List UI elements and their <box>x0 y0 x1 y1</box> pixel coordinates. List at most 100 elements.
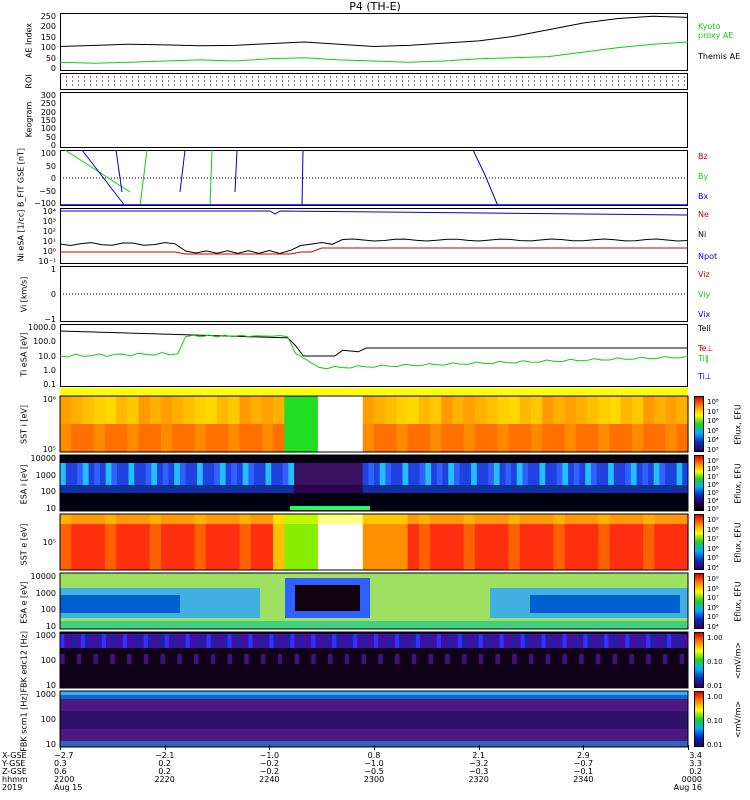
sst-i-cell <box>362 396 375 424</box>
sst-i-cell <box>127 396 140 424</box>
fbk-edc-cell <box>164 634 170 648</box>
esa-i-cell <box>630 485 638 493</box>
colorbar-label: <mV/m> <box>733 700 743 739</box>
fbk-edc-cell <box>298 634 304 648</box>
ytick-label: 100 <box>40 149 56 158</box>
esa-i-cell <box>545 485 552 493</box>
esa-i-cell <box>128 485 135 493</box>
esa-i-cell <box>94 485 101 493</box>
esa-i-cell <box>568 485 575 493</box>
esa-i-cell <box>402 463 409 485</box>
esa-i-low-band <box>290 506 370 510</box>
sst-i-cell <box>138 424 151 452</box>
sst-i-cell <box>250 396 263 424</box>
fbk-edc-cell <box>311 634 316 648</box>
esa-i-cell <box>550 463 558 485</box>
colorbar-label: Eflux, EFU <box>733 581 743 622</box>
sst-i-cell <box>452 396 465 424</box>
xaxis-tick-label: 2300 <box>363 775 385 784</box>
esa-i-cell <box>556 463 563 485</box>
fbk-edc-cell <box>327 654 333 664</box>
fbk-edc-cell <box>629 634 634 648</box>
xaxis-tick-label: 2240 <box>259 775 280 784</box>
esa-i-cell <box>676 463 683 485</box>
fbk-edc-cell <box>101 634 107 648</box>
ytick-label: 1000 <box>35 631 56 640</box>
fbk-edc-cell <box>110 634 115 648</box>
fbk-edc-cell <box>143 634 149 648</box>
colorbar-tick: 10⁴ <box>707 497 719 505</box>
esa-i-cell <box>282 485 289 493</box>
fbk-edc-cell <box>193 634 199 648</box>
esa-i-cell <box>476 485 483 493</box>
esa-i-cell <box>202 485 209 493</box>
fbk-edc-cell <box>394 634 400 648</box>
bfit-segment <box>209 149 213 207</box>
ytick-label: 10³ <box>42 217 56 226</box>
esa-i-cell <box>174 485 181 493</box>
density-ne <box>60 247 688 255</box>
esa-i-cell <box>608 463 615 485</box>
esa-i-cell <box>208 463 215 485</box>
esa-i-cell <box>151 485 158 493</box>
xaxis-tick-label: −0.5 <box>364 767 384 776</box>
ytick-label: 10² <box>42 227 56 236</box>
esa-e-low-band <box>60 621 688 629</box>
esa-i-cell <box>630 463 638 485</box>
esa-i-cell <box>368 463 375 485</box>
sst-e-cell <box>497 514 510 570</box>
esa-i-cell <box>219 463 227 485</box>
fbk-scm-bottom-band <box>60 741 688 747</box>
fbk-edc-cell <box>675 634 681 648</box>
sst-e-cell <box>452 514 465 570</box>
esa-i-cell <box>254 463 261 485</box>
esa-i-cell <box>214 463 221 485</box>
esa-i-cell <box>311 463 318 485</box>
ytick-label: −1 <box>44 315 56 324</box>
xaxis-tick-label: 0.2 <box>158 767 172 776</box>
fbk-edc-cell <box>528 634 534 648</box>
fbk-edc-cell <box>399 634 404 648</box>
fbk-edc-cell <box>378 634 383 648</box>
fbk-edc-cell <box>604 634 609 648</box>
esa-i-cell <box>168 463 175 485</box>
fbk-edc-cell <box>407 634 413 648</box>
colorbar-tick: 10³ <box>707 505 719 513</box>
fbk-edc-cell <box>671 634 676 648</box>
fbk-edc-cell <box>612 654 618 664</box>
xaxis-tick-label: 0.3 <box>54 759 67 768</box>
fbk-edc-cell <box>235 634 241 648</box>
esa-i-cell <box>648 463 655 485</box>
sst-e-cell <box>172 514 184 570</box>
sst-i-cell <box>82 396 95 424</box>
esa-i-cell <box>448 463 455 485</box>
legend-tipar: Ti‖ <box>698 354 709 363</box>
esa-i-cell <box>151 463 158 485</box>
fbk-edc-cell <box>445 654 450 664</box>
colorbar-tick: 0.10 <box>707 717 723 725</box>
ytick-label: 100.0 <box>33 337 56 347</box>
esa-i-cell <box>590 485 598 493</box>
esa-i-cell <box>88 463 95 485</box>
esa-i-cell <box>311 485 318 493</box>
sst-e-cell <box>71 514 84 570</box>
fbk-edc-cell <box>537 634 542 648</box>
sst-e-cell <box>609 514 622 570</box>
fbk-edc-cell <box>202 634 207 648</box>
sst-e-cell <box>542 514 555 570</box>
esa-i-cell <box>636 485 643 493</box>
xaxis-row-label: X-GSE <box>2 751 27 760</box>
sst-i-cell <box>643 396 655 424</box>
sst-i-cell <box>654 424 667 452</box>
ytick-label: 10 <box>45 681 56 690</box>
esa-i-cell <box>197 463 204 485</box>
fbk-edc-cell <box>382 634 387 648</box>
esa-i-cell <box>334 463 341 485</box>
fbk-edc-cell <box>386 634 392 648</box>
ae-series-kyoto <box>59 41 689 64</box>
esa-i-cell <box>602 485 609 493</box>
sst-i-cell <box>239 396 252 424</box>
fbk-edc-cell <box>302 634 308 648</box>
ytick-label: 0 <box>50 141 56 150</box>
